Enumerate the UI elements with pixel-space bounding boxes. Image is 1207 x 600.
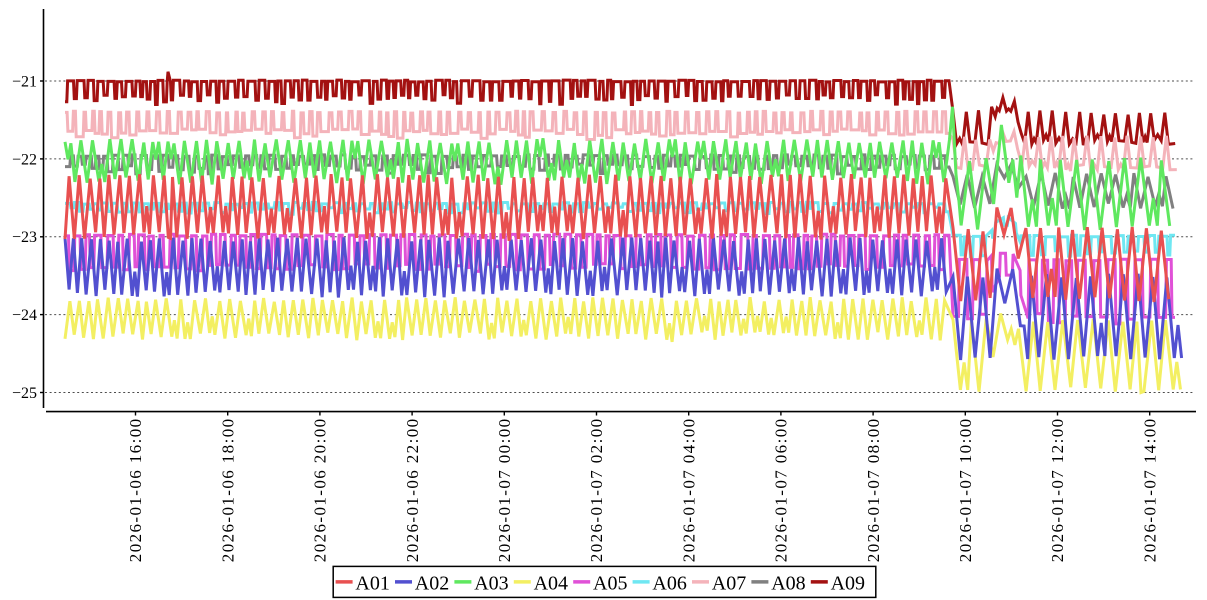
svg-text:2026-01-06 20:00: 2026-01-06 20:00 (311, 418, 330, 563)
svg-text:−24: −24 (12, 307, 37, 324)
svg-text:2026-01-06 16:00: 2026-01-06 16:00 (126, 418, 145, 563)
svg-text:−23: −23 (12, 229, 37, 246)
svg-text:−25: −25 (12, 385, 37, 402)
svg-text:2026-01-06 22:00: 2026-01-06 22:00 (403, 418, 422, 563)
svg-text:2026-01-07 10:00: 2026-01-07 10:00 (956, 418, 975, 563)
svg-text:2026-01-07 08:00: 2026-01-07 08:00 (864, 418, 883, 563)
svg-text:2026-01-07 02:00: 2026-01-07 02:00 (587, 418, 606, 563)
svg-text:A08: A08 (771, 573, 805, 595)
svg-text:2026-01-07 12:00: 2026-01-07 12:00 (1048, 418, 1067, 563)
svg-text:−22: −22 (12, 151, 37, 168)
svg-text:A07: A07 (712, 573, 746, 595)
svg-text:2026-01-07 06:00: 2026-01-07 06:00 (772, 418, 791, 563)
svg-text:2026-01-07 14:00: 2026-01-07 14:00 (1140, 418, 1159, 563)
svg-text:−21: −21 (12, 74, 37, 91)
svg-text:A01: A01 (355, 573, 389, 595)
svg-text:2026-01-07 00:00: 2026-01-07 00:00 (495, 418, 514, 563)
svg-text:A05: A05 (593, 573, 627, 595)
svg-text:2026-01-06 18:00: 2026-01-06 18:00 (218, 418, 237, 563)
svg-text:2026-01-07 04:00: 2026-01-07 04:00 (679, 418, 698, 563)
svg-text:A02: A02 (415, 573, 449, 595)
svg-text:A06: A06 (652, 573, 686, 595)
svg-text:A03: A03 (474, 573, 508, 595)
svg-text:A09: A09 (831, 573, 865, 595)
svg-text:A04: A04 (534, 573, 568, 595)
